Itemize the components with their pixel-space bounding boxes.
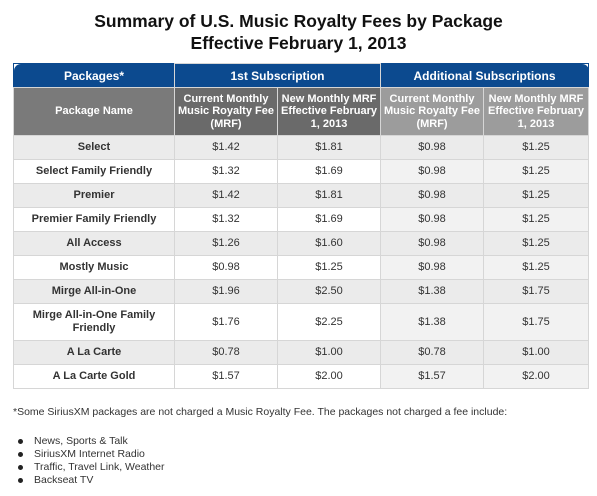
exempt-package-label: News, Sports & Talk	[34, 435, 128, 447]
bullet-icon	[18, 452, 23, 457]
additional-new-mrf-cell: $1.25	[483, 135, 590, 160]
additional-current-mrf-cell: $0.98	[380, 255, 485, 280]
additional-current-mrf-column-header: Current Monthly Music Royalty Fee (MRF)	[380, 87, 485, 136]
additional-current-mrf-cell: $0.98	[380, 207, 485, 232]
additional-new-mrf-cell: $1.25	[483, 159, 590, 184]
package-name-cell: Select Family Friendly	[13, 159, 175, 184]
table-row: A La Carte Gold $1.57 $2.00 $1.57 $2.00	[13, 364, 590, 389]
additional-new-mrf-cell: $1.25	[483, 231, 590, 256]
first-current-mrf-cell: $1.32	[174, 159, 278, 184]
first-current-mrf-cell: $1.32	[174, 207, 278, 232]
first-new-mrf-cell: $1.69	[276, 159, 382, 184]
additional-current-mrf-cell: $0.78	[380, 340, 485, 365]
first-new-mrf-cell: $2.00	[276, 364, 382, 389]
fee-table-body: Select $1.42 $1.81 $0.98 $1.25 Select Family …	[13, 135, 590, 389]
first-current-mrf-cell: $1.57	[174, 364, 278, 389]
footnote: *Some SiriusXM packages are not charged …	[13, 406, 508, 418]
package-name-cell: Select	[13, 135, 175, 160]
first-new-mrf-cell: $1.60	[276, 231, 382, 256]
first-current-mrf-cell: $0.78	[174, 340, 278, 365]
royalty-fee-table: Packages* 1st Subscription Additional Su…	[13, 63, 590, 389]
first-current-mrf-cell: $1.26	[174, 231, 278, 256]
exempt-package-label: SiriusXM Internet Radio	[34, 448, 145, 460]
first-new-mrf-cell: $1.81	[276, 135, 382, 160]
title-line-1: Summary of U.S. Music Royalty Fees by Pa…	[94, 11, 503, 31]
page-title: Summary of U.S. Music Royalty Fees by Pa…	[0, 10, 597, 54]
list-item: SiriusXM Internet Radio	[18, 448, 165, 461]
table-row: Mirge All-in-One Family Friendly $1.76 $2.…	[13, 303, 590, 341]
first-new-mrf-cell: $2.50	[276, 279, 382, 304]
first-new-mrf-column-header: New Monthly MRF Effective February 1, 20…	[276, 87, 382, 136]
package-name-cell: Premier	[13, 183, 175, 208]
package-name-cell: Mirge All-in-One	[13, 279, 175, 304]
list-item: News, Sports & Talk	[18, 435, 165, 448]
first-new-mrf-cell: $1.25	[276, 255, 382, 280]
table-row: Select $1.42 $1.81 $0.98 $1.25	[13, 135, 590, 160]
package-name-cell: All Access	[13, 231, 175, 256]
list-item: Backseat TV	[18, 474, 165, 487]
additional-new-mrf-column-header: New Monthly MRF Effective February 1, 20…	[483, 87, 590, 136]
package-name-column-header: Package Name	[13, 87, 175, 136]
package-name-cell: Mirge All-in-One Family Friendly	[13, 303, 175, 341]
table-row: Mostly Music $0.98 $1.25 $0.98 $1.25	[13, 255, 590, 280]
bullet-icon	[18, 439, 23, 444]
additional-new-mrf-cell: $1.25	[483, 207, 590, 232]
additional-subscriptions-header: Additional Subscriptions	[380, 63, 590, 88]
first-current-mrf-cell: $1.42	[174, 183, 278, 208]
first-current-mrf-cell: $1.76	[174, 303, 278, 341]
table-row: A La Carte $0.78 $1.00 $0.78 $1.00	[13, 340, 590, 365]
additional-new-mrf-cell: $1.25	[483, 183, 590, 208]
title-line-2: Effective February 1, 2013	[190, 33, 407, 53]
additional-new-mrf-cell: $1.25	[483, 255, 590, 280]
additional-new-mrf-cell: $2.00	[483, 364, 590, 389]
first-current-mrf-cell: $1.42	[174, 135, 278, 160]
package-name-cell: Premier Family Friendly	[13, 207, 175, 232]
additional-current-mrf-cell: $0.98	[380, 135, 485, 160]
additional-current-mrf-cell: $0.98	[380, 231, 485, 256]
list-item: Traffic, Travel Link, Weather	[18, 461, 165, 474]
exempt-package-label: Traffic, Travel Link, Weather	[34, 461, 165, 473]
table-row: Premier Family Friendly $1.32 $1.69 $0.98 $1…	[13, 207, 590, 232]
table-row: Select Family Friendly $1.32 $1.69 $0.98 $1.…	[13, 159, 590, 184]
column-header-row: Package Name Current Monthly Music Royal…	[13, 87, 590, 136]
bullet-icon	[18, 465, 23, 470]
additional-new-mrf-cell: $1.00	[483, 340, 590, 365]
first-new-mrf-cell: $1.81	[276, 183, 382, 208]
bullet-icon	[18, 478, 23, 483]
packages-group-header: Packages*	[13, 63, 175, 88]
group-header-row: Packages* 1st Subscription Additional Su…	[13, 63, 590, 88]
first-new-mrf-cell: $1.00	[276, 340, 382, 365]
first-new-mrf-cell: $1.69	[276, 207, 382, 232]
package-name-cell: Mostly Music	[13, 255, 175, 280]
table-row: Mirge All-in-One $1.96 $2.50 $1.38 $1.75	[13, 279, 590, 304]
table-row: Premier $1.42 $1.81 $0.98 $1.25	[13, 183, 590, 208]
additional-new-mrf-cell: $1.75	[483, 279, 590, 304]
additional-current-mrf-cell: $0.98	[380, 183, 485, 208]
package-name-cell: A La Carte	[13, 340, 175, 365]
additional-current-mrf-cell: $1.57	[380, 364, 485, 389]
first-current-mrf-column-header: Current Monthly Music Royalty Fee (MRF)	[174, 87, 278, 136]
additional-current-mrf-cell: $0.98	[380, 159, 485, 184]
exempt-package-label: Backseat TV	[34, 474, 94, 486]
first-new-mrf-cell: $2.25	[276, 303, 382, 341]
first-current-mrf-cell: $1.96	[174, 279, 278, 304]
first-subscription-header: 1st Subscription	[173, 63, 382, 88]
first-current-mrf-cell: $0.98	[174, 255, 278, 280]
package-name-cell: A La Carte Gold	[13, 364, 175, 389]
additional-current-mrf-cell: $1.38	[380, 303, 485, 341]
additional-current-mrf-cell: $1.38	[380, 279, 485, 304]
table-row: All Access $1.26 $1.60 $0.98 $1.25	[13, 231, 590, 256]
additional-new-mrf-cell: $1.75	[483, 303, 590, 341]
exempt-package-list: News, Sports & Talk SiriusXM Internet Rad…	[18, 435, 165, 487]
